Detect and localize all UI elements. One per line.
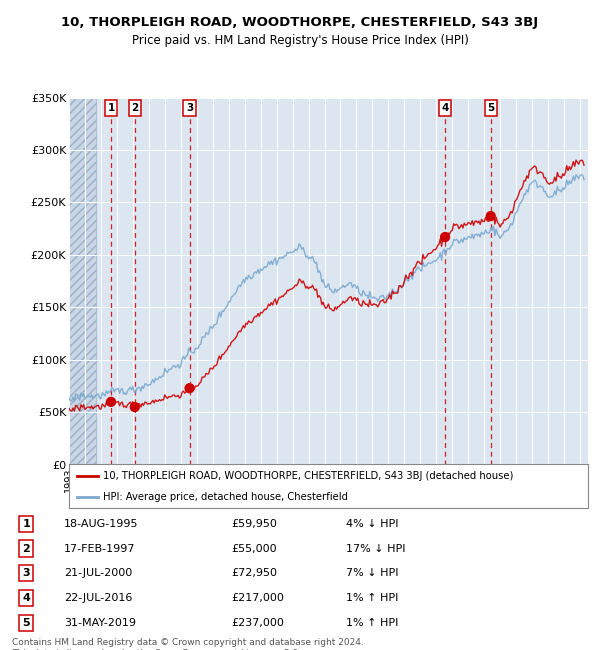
Text: 2: 2 [23,543,30,554]
Text: £217,000: £217,000 [231,593,284,603]
Text: 17% ↓ HPI: 17% ↓ HPI [346,543,406,554]
Text: 1% ↑ HPI: 1% ↑ HPI [346,618,398,628]
Text: 22-JUL-2016: 22-JUL-2016 [64,593,132,603]
Text: 18-AUG-1995: 18-AUG-1995 [64,519,139,529]
Text: 10, THORPLEIGH ROAD, WOODTHORPE, CHESTERFIELD, S43 3BJ: 10, THORPLEIGH ROAD, WOODTHORPE, CHESTER… [61,16,539,29]
Text: 1: 1 [107,103,115,113]
Text: £72,950: £72,950 [231,568,277,578]
Text: 7% ↓ HPI: 7% ↓ HPI [346,568,398,578]
Text: HPI: Average price, detached house, Chesterfield: HPI: Average price, detached house, Ches… [103,492,348,502]
Text: 1: 1 [23,519,30,529]
Text: 3: 3 [186,103,193,113]
Text: 2: 2 [131,103,139,113]
Text: 10, THORPLEIGH ROAD, WOODTHORPE, CHESTERFIELD, S43 3BJ (detached house): 10, THORPLEIGH ROAD, WOODTHORPE, CHESTER… [103,471,513,482]
Text: 5: 5 [23,618,30,628]
Text: Contains HM Land Registry data © Crown copyright and database right 2024.
This d: Contains HM Land Registry data © Crown c… [12,638,364,650]
Text: £237,000: £237,000 [231,618,284,628]
Point [185,383,194,393]
Text: 4: 4 [22,593,31,603]
Point [486,211,496,221]
Text: 4: 4 [442,103,449,113]
Text: 1% ↑ HPI: 1% ↑ HPI [346,593,398,603]
Text: £59,950: £59,950 [231,519,277,529]
Point [130,402,140,412]
Point [106,396,116,407]
Text: 4% ↓ HPI: 4% ↓ HPI [346,519,398,529]
Text: 5: 5 [487,103,494,113]
Text: 3: 3 [23,568,30,578]
Text: 31-MAY-2019: 31-MAY-2019 [64,618,136,628]
Text: 17-FEB-1997: 17-FEB-1997 [64,543,136,554]
Text: £55,000: £55,000 [231,543,277,554]
Text: Price paid vs. HM Land Registry's House Price Index (HPI): Price paid vs. HM Land Registry's House … [131,34,469,47]
Point [440,232,450,242]
Text: 21-JUL-2000: 21-JUL-2000 [64,568,132,578]
